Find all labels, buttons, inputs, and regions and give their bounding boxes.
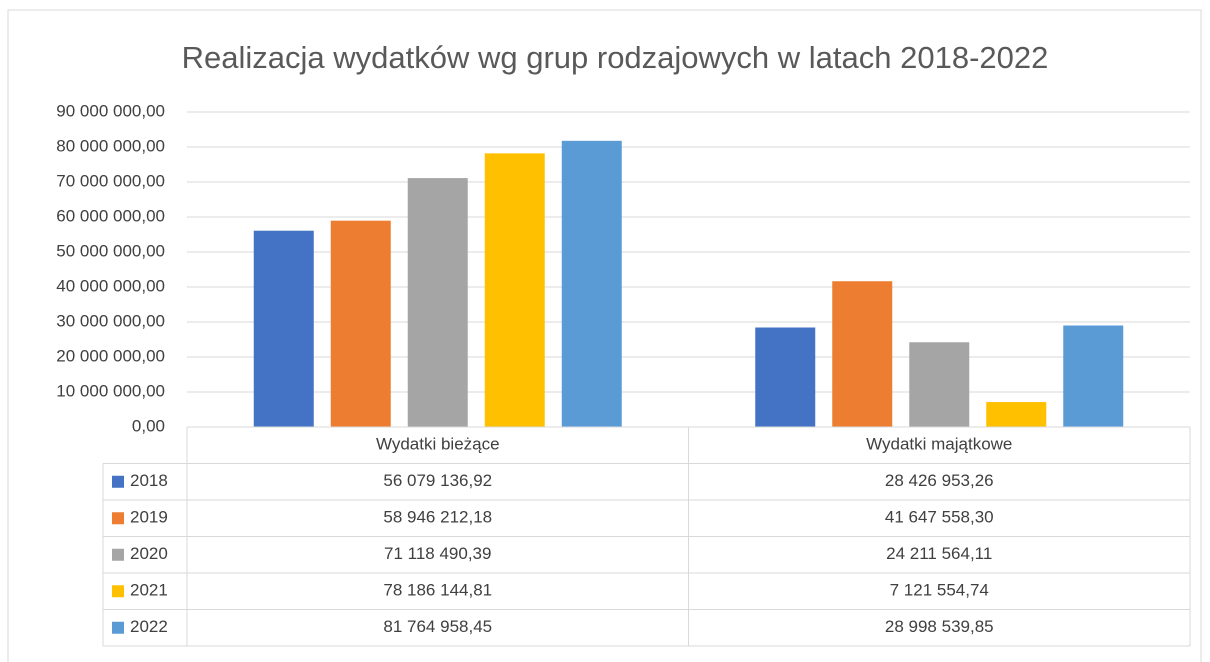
x-tick-label: Wydatki bieżące [376, 435, 500, 454]
y-tick-label: 70 000 000,00 [56, 171, 165, 190]
data-label: 81 764 958,45 [383, 617, 492, 636]
bar [986, 402, 1047, 427]
data-label: 7 121 554,74 [890, 581, 989, 600]
data-label: 28 426 953,26 [885, 471, 994, 490]
y-tick-label: 20 000 000,00 [56, 346, 165, 365]
y-tick-label: 10 000 000,00 [56, 381, 165, 400]
data-label: 71 118 490,39 [384, 544, 491, 563]
legend-key [112, 512, 124, 525]
y-tick-label: 90 000 000,00 [56, 101, 165, 120]
data-label: 58 946 212,18 [383, 508, 492, 527]
bar [330, 220, 391, 427]
data-label: 56 079 136,92 [383, 471, 492, 490]
bar [561, 140, 622, 428]
legend-label: 2018 [130, 471, 168, 490]
data-label: 78 186 144,81 [383, 581, 492, 600]
y-tick-label: 30 000 000,00 [56, 311, 165, 330]
chart-border [7, 9, 1202, 662]
data-label: 24 211 564,11 [886, 544, 992, 563]
data-label: 28 998 539,85 [885, 617, 994, 636]
legend-label: 2020 [130, 544, 168, 563]
x-tick-label: Wydatki majątkowe [866, 435, 1012, 454]
y-tick-label: 40 000 000,00 [56, 276, 165, 295]
legend-key [112, 548, 124, 561]
y-tick-label: 60 000 000,00 [56, 206, 165, 225]
y-tick-label: 0,00 [132, 416, 165, 435]
y-tick-label: 50 000 000,00 [56, 241, 165, 260]
legend-key [112, 621, 124, 634]
legend-label: 2021 [130, 581, 168, 600]
bar [407, 178, 468, 427]
bar [755, 327, 816, 427]
y-tick-label: 80 000 000,00 [56, 136, 165, 155]
bar [1063, 325, 1124, 427]
legend-key [112, 475, 124, 488]
legend-key [112, 585, 124, 598]
chart-title: Realizacja wydatków wg grup rodzajowych … [182, 40, 1049, 75]
legend-label: 2019 [130, 508, 168, 527]
bar [909, 342, 970, 427]
data-label: 41 647 558,30 [885, 508, 994, 527]
bar [832, 281, 893, 427]
bar [484, 153, 545, 427]
legend-label: 2022 [130, 617, 168, 636]
bar [253, 230, 314, 427]
